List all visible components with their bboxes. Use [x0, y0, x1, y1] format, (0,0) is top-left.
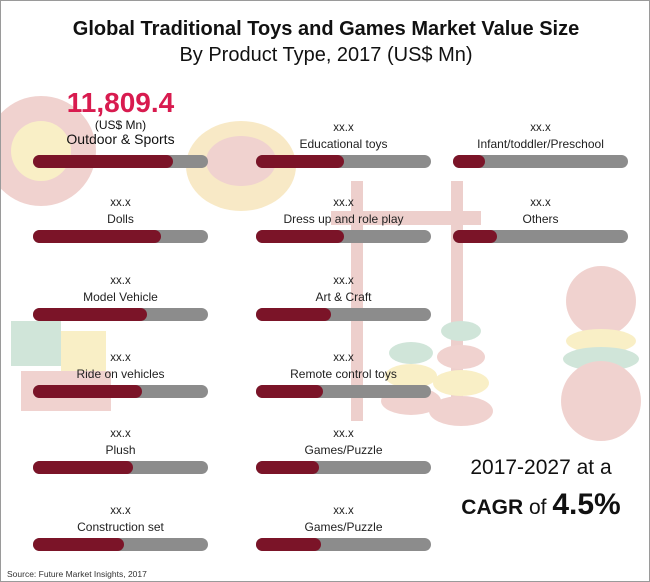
bar-category-label: Games/Puzzle: [304, 520, 383, 534]
cagr-value: 4.5%: [552, 488, 621, 521]
cagr-prefix: CAGR: [461, 496, 524, 519]
bar-track: [453, 155, 628, 168]
bar-fill: [453, 155, 485, 168]
bar-track: [256, 155, 431, 168]
bar-fill: [33, 308, 147, 321]
bar-fill: [33, 385, 142, 398]
toy-stack-ring: [186, 121, 296, 211]
bar-category-label: Outdoor & Sports: [66, 131, 175, 147]
bar-item: Outdoor & Sports: [33, 121, 208, 168]
source-note: Source: Future Market Insights, 2017: [7, 569, 147, 579]
bar-category-label: Ride on vehicles: [76, 367, 165, 381]
bar-value-label: xx.x: [333, 197, 354, 209]
chart-title: Global Traditional Toys and Games Market…: [72, 18, 580, 40]
bar-fill: [33, 155, 173, 168]
bar-fill: [256, 308, 331, 321]
bar-value-label: xx.x: [333, 275, 354, 287]
bar-track: [256, 230, 431, 243]
highlight-value: 11,809.4: [66, 87, 175, 118]
cagr-of: of: [528, 496, 547, 519]
bar-fill: [256, 155, 344, 168]
bar-fill: [33, 538, 124, 551]
bar-track: [453, 230, 628, 243]
bar-item: xx.x Infant/toddler/Preschool: [453, 121, 628, 168]
bar-item: xx.x Educational toys: [256, 121, 431, 168]
bar-item: xx.x Model Vehicle: [33, 274, 208, 321]
bar-fill: [33, 230, 161, 243]
bar-fill: [256, 461, 319, 474]
bar-category-label: Others: [522, 212, 559, 226]
bar-fill: [256, 538, 321, 551]
bar-category-label: Art & Craft: [315, 290, 372, 304]
bar-category-label: Games/Puzzle: [304, 443, 383, 457]
bar-value-label: xx.x: [110, 352, 131, 364]
bar-value-label: xx.x: [333, 505, 354, 517]
bar-item: xx.x Games/Puzzle: [256, 427, 431, 474]
bar-value-label: xx.x: [333, 428, 354, 440]
bar-item: xx.x Remote control toys: [256, 351, 431, 398]
bar-track: [256, 538, 431, 551]
bar-item: xx.x Ride on vehicles: [33, 351, 208, 398]
bar-track: [33, 155, 208, 168]
bar-track: [33, 538, 208, 551]
bar-category-label: Infant/toddler/Preschool: [477, 137, 604, 151]
bar-category-label: Dress up and role play: [283, 212, 404, 226]
bar-track: [33, 308, 208, 321]
bar-item: xx.x Art & Craft: [256, 274, 431, 321]
bar-item: xx.x Plush: [33, 427, 208, 474]
bar-item: xx.x Others: [453, 196, 628, 243]
bar-category-label: Remote control toys: [290, 367, 397, 381]
cagr-statement: CAGR of 4.5%: [441, 488, 641, 522]
bar-value-label: xx.x: [333, 122, 354, 134]
bar-track: [256, 308, 431, 321]
bar-value-label: xx.x: [530, 197, 551, 209]
bar-value-label: xx.x: [110, 428, 131, 440]
bar-item: xx.x Dolls: [33, 196, 208, 243]
bar-item: xx.x Dress up and role play: [256, 196, 431, 243]
bar-track: [33, 461, 208, 474]
highlight-unit: (US$ Mn): [94, 118, 147, 132]
bar-track: [256, 385, 431, 398]
bar-category-label: Dolls: [107, 212, 134, 226]
bar-track: [256, 461, 431, 474]
bar-item: xx.x Construction set: [33, 504, 208, 551]
bar-fill: [256, 385, 323, 398]
bar-value-label: xx.x: [530, 122, 551, 134]
bar-category-label: Educational toys: [299, 137, 388, 151]
bar-value-label: xx.x: [333, 352, 354, 364]
cagr-period: 2017-2027 at a: [470, 456, 612, 479]
bar-item: xx.x Games/Puzzle: [256, 504, 431, 551]
bar-value-label: xx.x: [110, 505, 131, 517]
bar-value-label: xx.x: [110, 275, 131, 287]
bar-value-label: xx.x: [110, 197, 131, 209]
bar-category-label: Plush: [105, 443, 136, 457]
bar-fill: [33, 461, 133, 474]
bar-track: [33, 230, 208, 243]
toy-rattle-right: [561, 266, 641, 441]
bar-track: [33, 385, 208, 398]
bar-fill: [256, 230, 344, 243]
bar-category-label: Construction set: [77, 520, 164, 534]
bar-fill: [453, 230, 497, 243]
chart-subtitle: By Product Type, 2017 (US$ Mn): [179, 44, 473, 66]
bar-category-label: Model Vehicle: [83, 290, 158, 304]
